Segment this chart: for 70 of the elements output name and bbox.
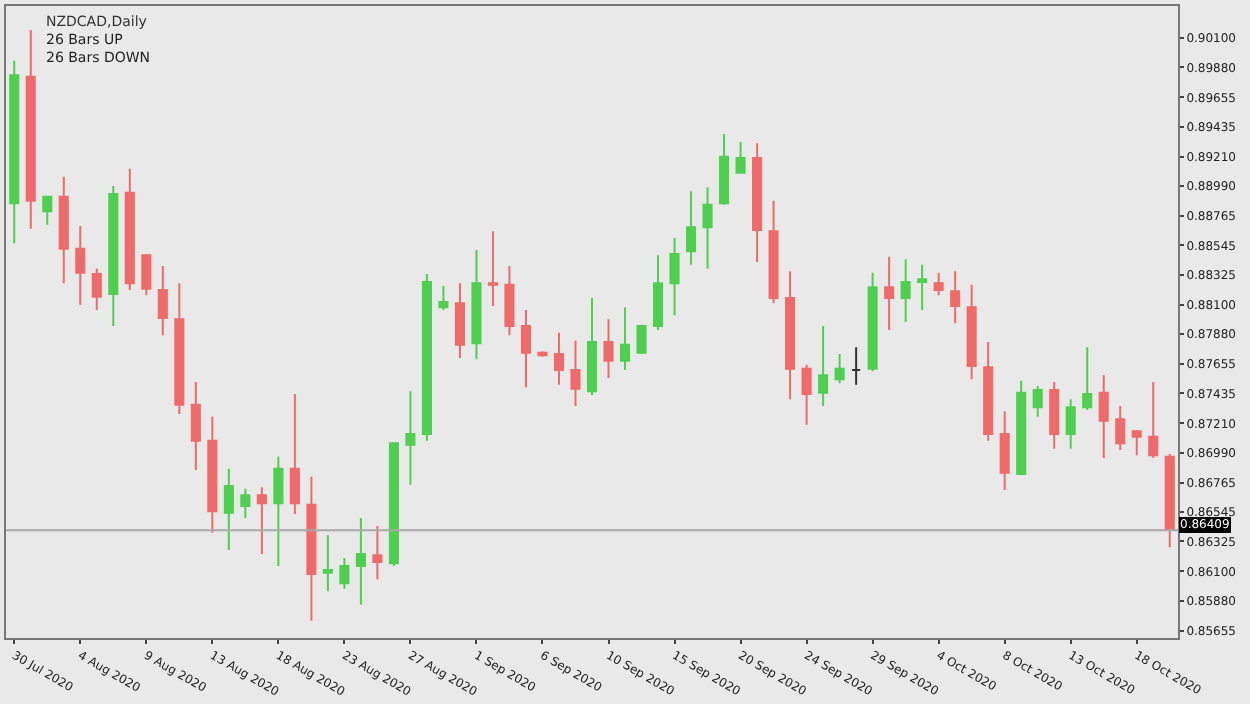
candlestick (421, 273, 432, 442)
candlestick (917, 263, 928, 311)
candlestick (355, 517, 366, 606)
candlestick (735, 141, 746, 174)
candlestick (1115, 405, 1126, 451)
candlestick (487, 230, 498, 307)
candlestick (966, 283, 977, 381)
candlestick (207, 415, 218, 534)
candlestick (950, 270, 961, 325)
candlestick (1164, 453, 1175, 549)
candlestick (223, 467, 234, 551)
candlestick (818, 325, 829, 407)
candlestick (124, 167, 135, 291)
candlestick (190, 381, 201, 471)
candlestick (504, 265, 515, 337)
candlestick (157, 265, 168, 337)
candlestick (933, 271, 944, 297)
candlestick (999, 410, 1010, 491)
candlestick (768, 199, 779, 305)
candlestick (405, 390, 416, 486)
candlestick (669, 237, 680, 317)
candlestick (636, 323, 647, 355)
candlestick (619, 306, 631, 371)
candlestick (900, 258, 911, 323)
candlestick (719, 133, 730, 206)
candlestick (1098, 374, 1109, 459)
candlestick (652, 254, 664, 331)
candlestick (42, 195, 53, 226)
candlestick (454, 282, 465, 359)
candlestick (289, 393, 300, 515)
candlestick (520, 309, 532, 389)
candlestick (372, 525, 383, 581)
candlestick (108, 185, 119, 327)
candlestick (1148, 381, 1159, 459)
candlestick (58, 175, 69, 285)
candlestick (438, 285, 449, 311)
candlestick (570, 339, 581, 407)
candlestick (9, 59, 20, 245)
candlestick (686, 190, 697, 266)
candlestick (867, 271, 878, 373)
candlestick (752, 142, 763, 263)
candlestick (471, 249, 482, 361)
candlestick (1131, 429, 1142, 457)
candlestick (1016, 379, 1027, 477)
candlestick (785, 270, 796, 401)
candlestick (1065, 398, 1076, 450)
candlestick (141, 253, 152, 297)
candlestick (174, 282, 185, 415)
candlestick (306, 475, 317, 622)
candlestick (75, 225, 86, 306)
candlestick (339, 557, 350, 590)
candlestick (240, 487, 251, 519)
candlestick (851, 346, 862, 386)
candlestick (702, 186, 713, 270)
candlestick (1032, 385, 1043, 418)
candlestick (91, 267, 102, 311)
candlestick (884, 255, 895, 331)
candlestick (322, 534, 333, 593)
candlestick (834, 353, 845, 385)
candlestick (586, 297, 598, 397)
candlestick (256, 486, 267, 555)
candlestick (603, 318, 614, 379)
candlestick (388, 442, 399, 567)
candlestick (273, 455, 284, 567)
candlestick (553, 331, 565, 386)
candlestick (1049, 381, 1060, 450)
candlestick (1082, 346, 1093, 411)
candlestick (801, 363, 812, 426)
candlestick (25, 29, 36, 230)
candlestick (983, 341, 994, 442)
